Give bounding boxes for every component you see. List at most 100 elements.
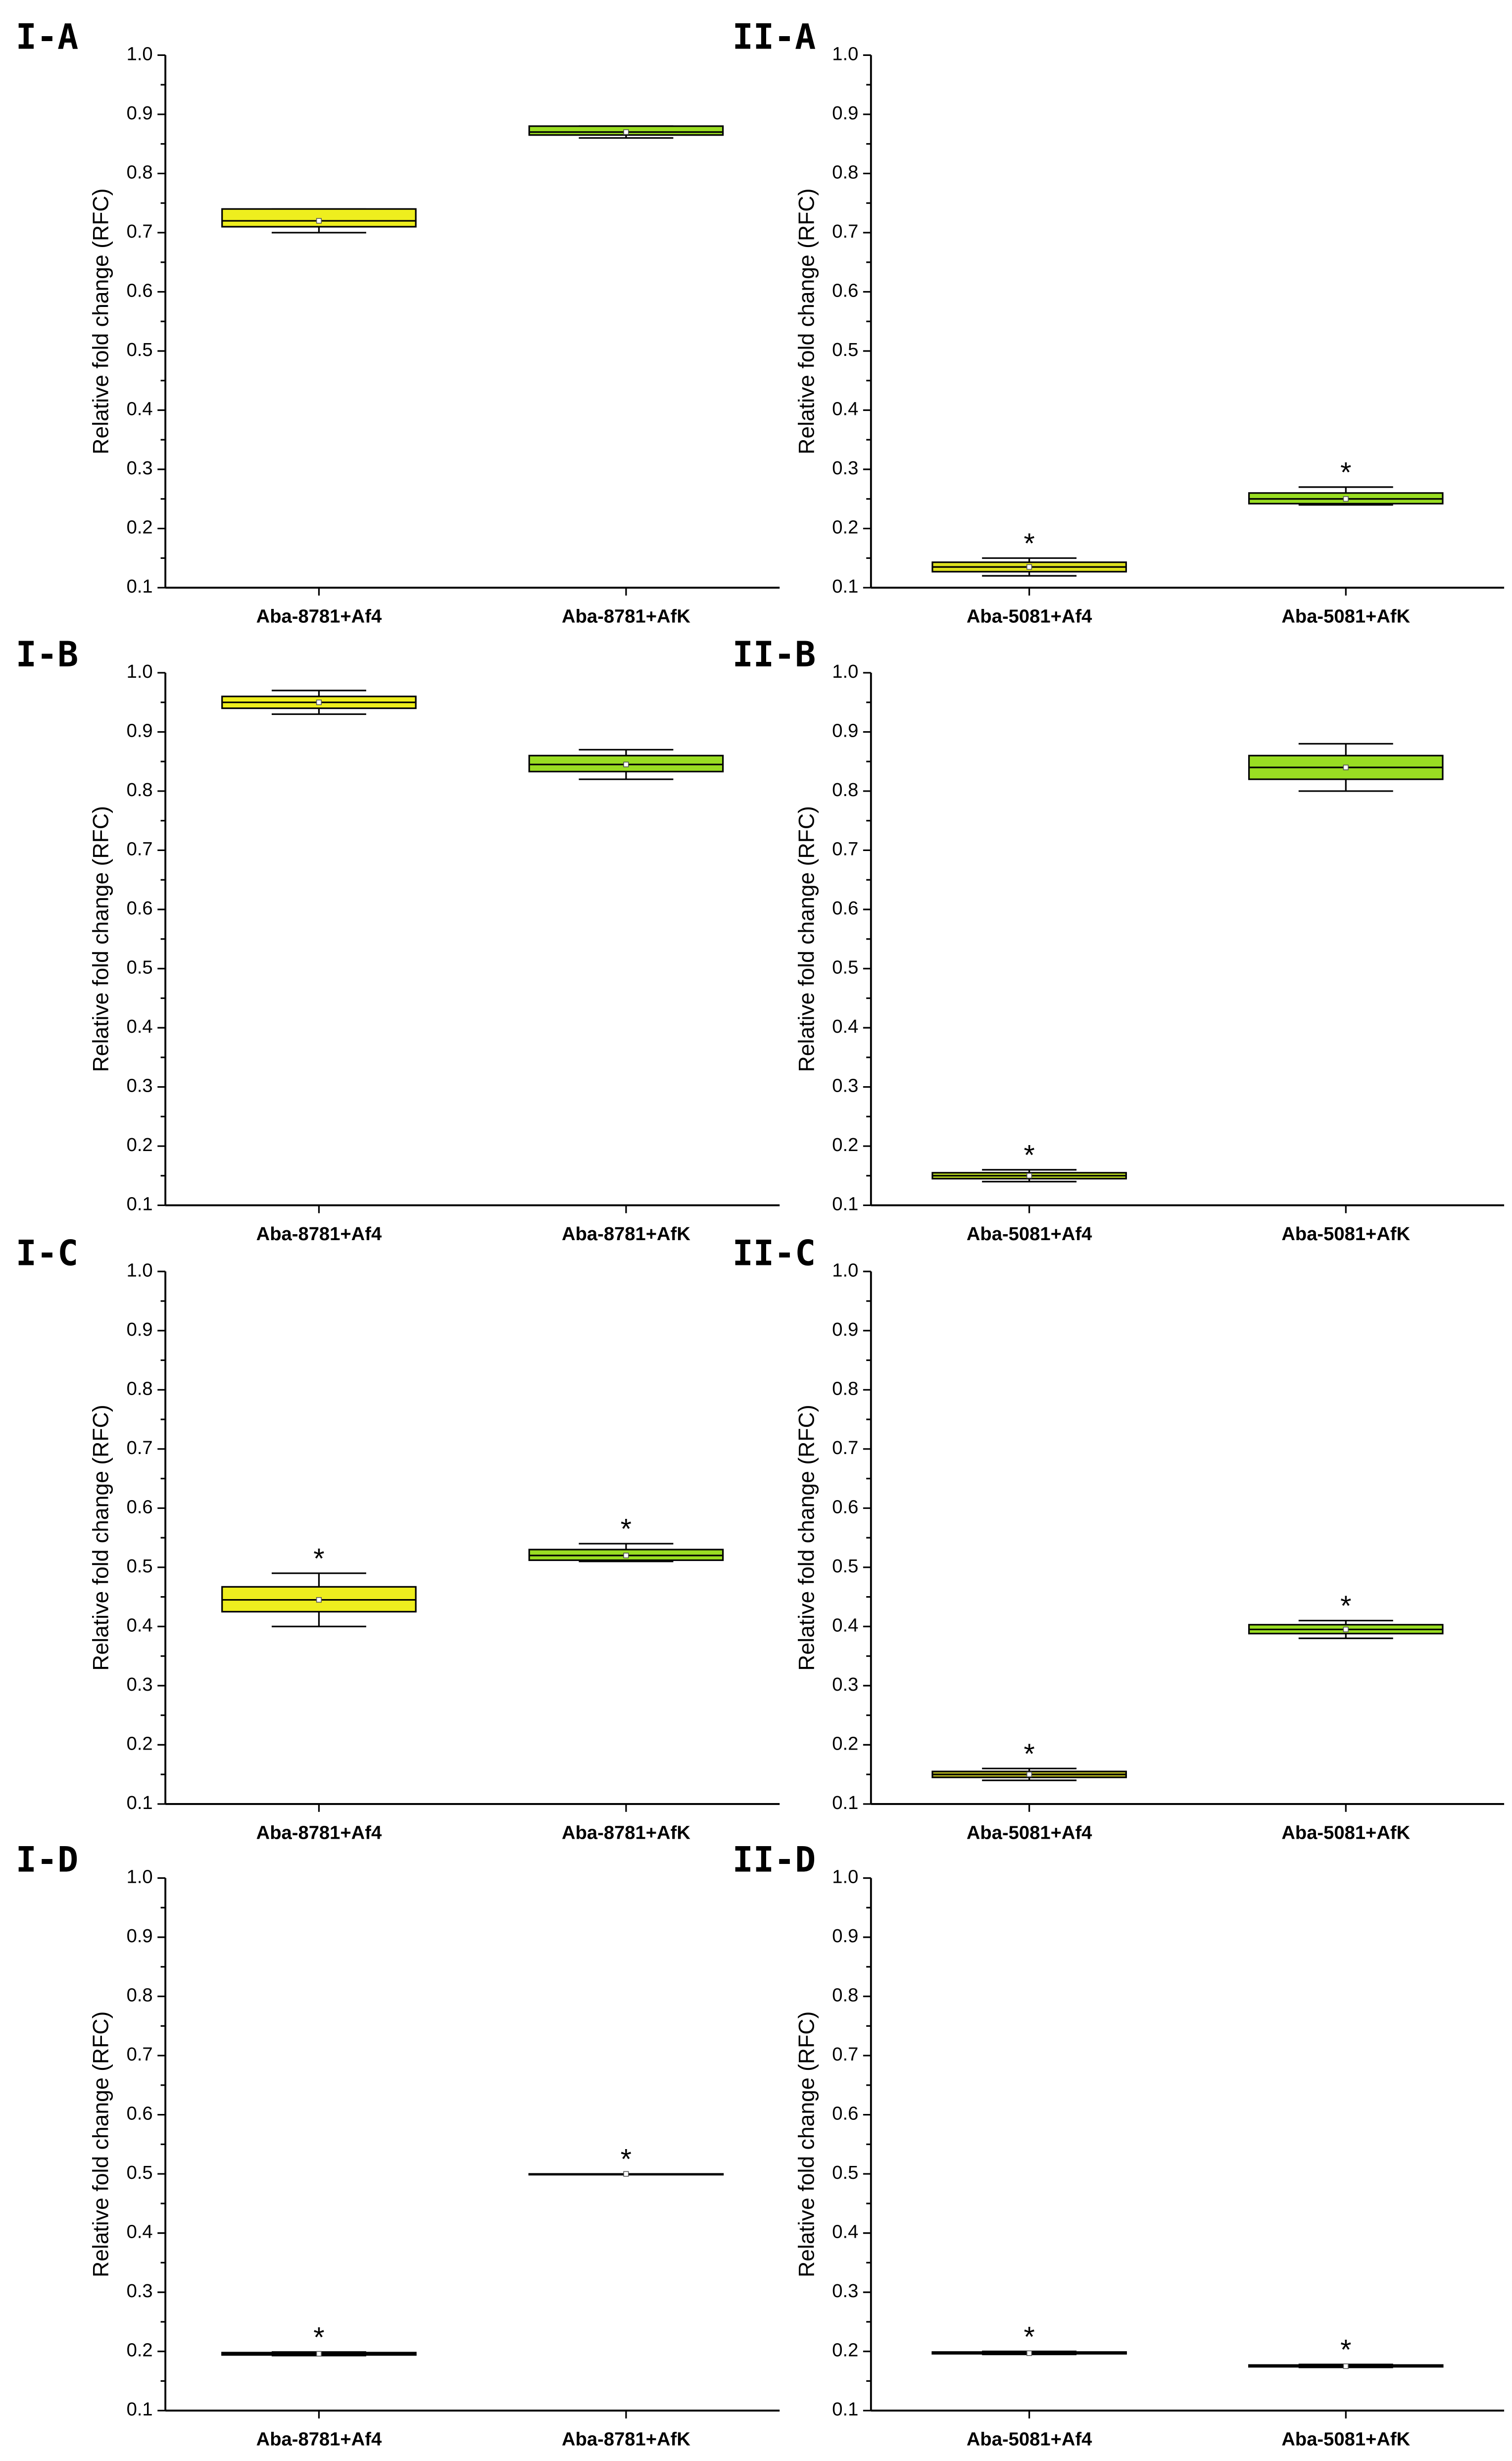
y-tick-label: 0.2 [127,1134,153,1155]
y-tick-label: 1.0 [127,1259,153,1281]
y-tick-label: 0.1 [127,1194,153,1215]
y-tick-label: 0.3 [832,2280,858,2302]
x-tick-label: Aba-8781+Af4 [256,2429,382,2450]
y-tick-label: 0.5 [127,957,153,978]
annotation: * [1024,1738,1034,1770]
y-tick-label: 0.4 [832,399,858,420]
y-tick-label: 0.7 [832,221,858,242]
y-tick-label: 0.5 [832,1556,858,1577]
x-tick-label: Aba-5081+AfK [1281,2429,1410,2450]
y-tick-label: 0.9 [832,102,858,124]
mean-marker [1343,1626,1349,1632]
y-tick-label: 0.6 [832,2103,858,2124]
annotation: * [313,2322,324,2354]
mean-marker [1026,564,1032,570]
y-axis-label: Relative fold change (RFC) [89,806,113,1072]
y-tick-label: 0.6 [127,1496,153,1517]
y-tick-label: 0.1 [832,2399,858,2420]
y-tick-label: 0.7 [127,839,153,860]
x-tick-label: Aba-8781+Af4 [256,606,382,627]
y-tick-label: 0.6 [127,2103,153,2124]
y-tick-label: 0.4 [127,1614,153,1636]
annotation: * [313,1543,324,1574]
y-tick-label: 0.1 [127,576,153,597]
mean-marker [316,2351,322,2357]
panel-title: I-A [16,17,78,57]
y-tick-label: 0.5 [832,2162,858,2183]
mean-marker [1343,496,1349,502]
y-axis-label: Relative fold change (RFC) [794,806,819,1072]
y-tick-label: 0.6 [832,1496,858,1517]
panel-title: II-B [732,634,816,675]
y-tick-label: 0.3 [832,1075,858,1097]
panel-title: I-D [16,1840,78,1880]
y-tick-label: 0.6 [832,280,858,301]
y-tick-label: 0.5 [832,957,858,978]
annotation: * [1024,1140,1034,1171]
annotation: * [1340,457,1351,489]
y-tick-label: 0.4 [832,2221,858,2243]
y-tick-label: 0.1 [832,1792,858,1813]
annotation: * [1024,2321,1034,2353]
x-tick-label: Aba-8781+AfK [562,1223,690,1245]
y-tick-label: 0.1 [127,1792,153,1813]
y-tick-label: 0.6 [127,898,153,919]
y-tick-label: 0.3 [832,457,858,479]
y-tick-label: 0.5 [127,339,153,360]
mean-marker [316,700,322,705]
y-tick-label: 0.4 [127,1016,153,1037]
y-tick-label: 0.1 [832,1194,858,1215]
x-tick-label: Aba-5081+Af4 [967,1223,1092,1245]
y-axis-label: Relative fold change (RFC) [89,1405,113,1670]
mean-marker [1343,764,1349,770]
mean-marker [1026,2350,1032,2356]
annotation: * [1024,528,1034,559]
mean-marker [623,129,629,135]
x-tick-label: Aba-8781+AfK [562,1822,690,1843]
annotation: * [621,1513,632,1545]
panel-title: II-A [732,17,816,57]
annotation: * [1340,2334,1351,2366]
y-tick-label: 0.9 [832,1319,858,1340]
y-tick-label: 0.5 [127,2162,153,2183]
y-tick-label: 0.5 [127,1556,153,1577]
x-tick-label: Aba-5081+AfK [1281,1223,1410,1245]
y-tick-label: 1.0 [832,1259,858,1281]
mean-marker [623,2171,629,2177]
y-tick-label: 0.7 [127,2044,153,2065]
y-tick-label: 0.4 [127,399,153,420]
y-tick-label: 0.1 [127,2399,153,2420]
y-tick-label: 1.0 [832,1866,858,1888]
mean-marker [623,1553,629,1558]
annotation: * [1340,1590,1351,1622]
panel-title: II-D [732,1840,816,1880]
y-tick-label: 1.0 [127,661,153,682]
y-tick-label: 0.8 [127,1985,153,2006]
x-tick-label: Aba-5081+AfK [1281,606,1410,627]
y-tick-label: 1.0 [832,43,858,64]
panel-title: I-C [16,1233,78,1273]
y-tick-label: 0.2 [127,517,153,538]
y-tick-label: 0.8 [832,1378,858,1399]
y-tick-label: 0.5 [832,339,858,360]
y-axis-label: Relative fold change (RFC) [89,189,113,454]
y-axis-label: Relative fold change (RFC) [794,1405,819,1670]
y-tick-label: 0.9 [127,1925,153,1947]
x-tick-label: Aba-5081+Af4 [967,1822,1092,1843]
y-tick-label: 0.2 [127,2340,153,2361]
mean-marker [1343,2363,1349,2369]
y-tick-label: 0.9 [127,102,153,124]
y-tick-label: 1.0 [832,661,858,682]
y-tick-label: 0.2 [832,1733,858,1754]
y-tick-label: 0.9 [127,720,153,742]
y-tick-label: 0.3 [127,1674,153,1695]
y-tick-label: 0.4 [127,2221,153,2243]
x-tick-label: Aba-8781+Af4 [256,1822,382,1843]
y-tick-label: 0.8 [832,162,858,183]
panel-title: II-C [732,1233,816,1273]
y-tick-label: 0.2 [832,2340,858,2361]
mean-marker [316,1597,322,1603]
y-tick-label: 0.8 [127,162,153,183]
